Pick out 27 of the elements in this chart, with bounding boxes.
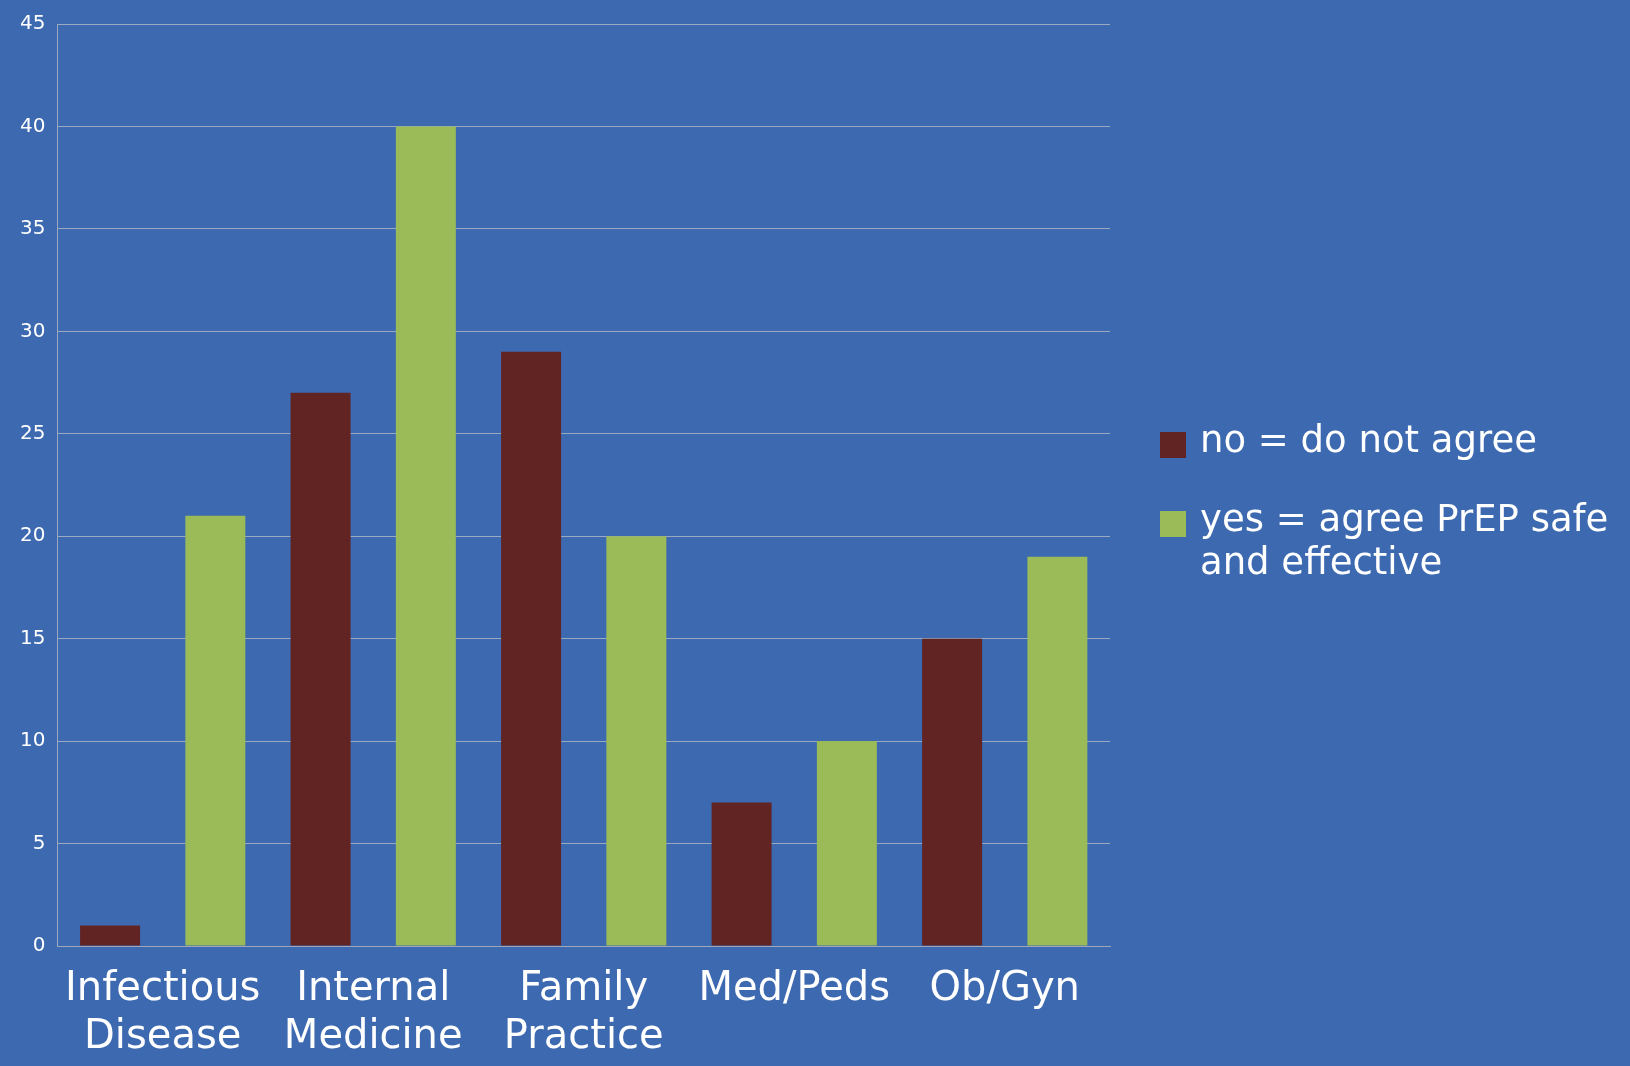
bar [185,515,246,946]
y-tick-label: 20 [20,522,46,547]
y-tick-label: 10 [20,727,46,752]
x-tick-label: Med/Peds [698,963,890,1010]
y-tick-label: 40 [20,112,46,137]
legend-label: yes = agree PrEP safe and effective [1200,497,1610,583]
bar [711,802,772,946]
y-tick-label: 30 [20,317,46,342]
bar [606,536,667,946]
y-tick-label: 15 [20,624,46,649]
bar [395,126,456,946]
bar [816,741,877,946]
x-tick-label: Internal Medicine [283,963,463,1058]
bar [922,638,983,946]
y-tick-label: 35 [20,215,46,240]
bar [501,351,562,946]
y-tick-label: 45 [20,10,46,35]
x-tick-label: Ob/Gyn [929,963,1080,1010]
bar [290,392,351,946]
bar [1027,556,1088,946]
bar [80,925,141,946]
y-tick-label: 0 [32,932,46,957]
x-tick-label: Family Practice [503,963,664,1058]
y-tick-label: 5 [32,829,46,854]
x-tick-label: Infectious Disease [65,963,261,1058]
legend-label: no = do not agree [1200,418,1537,461]
y-tick-label: 25 [20,419,46,444]
